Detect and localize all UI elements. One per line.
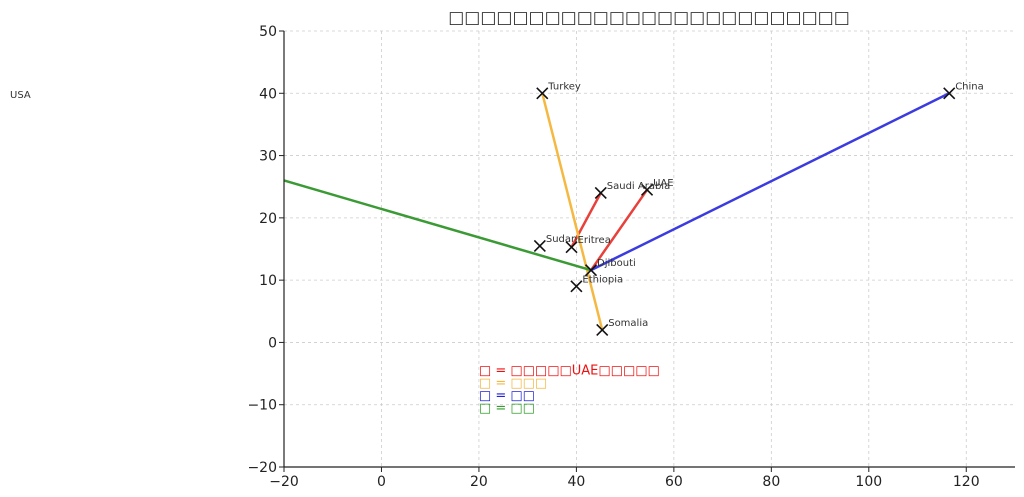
point-label: UAE (653, 178, 673, 189)
marker-stroke (536, 87, 549, 100)
y-tick-label: 10 (259, 273, 277, 289)
connection-line (570, 192, 602, 248)
x-tick-label: 40 (567, 474, 585, 490)
y-tick-label: 50 (259, 24, 277, 40)
x-tick-label: 60 (665, 474, 683, 490)
tick-labels: −20 0 20 40 60 80 100 120 −20 −10 0 10 20 30 40 50 (247, 24, 979, 490)
annotation-legend: □ = □□□□□UAE□□□□□□ = □□□□ = □□□ = □□ (479, 363, 660, 415)
x-tick-label: −20 (269, 474, 299, 490)
chart-title: □□□□□□□□□□□□□□□□□□□□□□□□□ (448, 8, 850, 28)
point-label: Ethiopia (582, 274, 623, 285)
point-marker (536, 87, 549, 100)
connection-line (283, 179, 592, 272)
point-marker (943, 87, 956, 100)
point-label: Sudan (546, 234, 578, 245)
marker-stroke (570, 280, 583, 293)
point-label: Turkey (547, 81, 581, 92)
marker-stroke (596, 323, 609, 337)
y-tick-label: −20 (247, 460, 277, 476)
point-marker (533, 239, 546, 252)
marker-stroke (584, 264, 598, 277)
annotation-text: □ = □□□ (479, 376, 547, 391)
point-marker (570, 280, 583, 293)
axes (279, 30, 1015, 472)
point-marker (594, 186, 607, 200)
connection-line (589, 189, 649, 271)
connection-line (590, 92, 950, 272)
point-label: Djibouti (597, 258, 636, 269)
marker-stroke (533, 239, 546, 252)
point-marker (584, 264, 598, 277)
annotation-text: □ = □□ (479, 388, 535, 403)
marker-stroke (594, 186, 607, 200)
annotation-text: □ = □□□□□UAE□□□□□ (479, 363, 660, 378)
connection-line (541, 92, 604, 331)
grid (284, 30, 1015, 467)
point-marker (640, 183, 654, 196)
point-label: Saudi Arabia (607, 181, 670, 192)
x-tick-label: 0 (377, 474, 386, 490)
x-tick-label: 20 (470, 474, 488, 490)
point-label: China (955, 81, 984, 92)
y-tick-label: 30 (259, 149, 277, 165)
x-tick-label: 100 (855, 474, 882, 490)
markers (533, 87, 956, 337)
x-tick-label: 80 (762, 474, 780, 490)
point-label: Eritrea (578, 235, 611, 246)
marker-stroke (565, 241, 578, 254)
marker-stroke (943, 87, 956, 100)
point-label: Somalia (608, 318, 648, 329)
point-marker (596, 323, 609, 337)
x-tick-label: 120 (953, 474, 980, 490)
outside-label-usa: USA (10, 90, 31, 101)
y-tick-label: 40 (259, 86, 277, 102)
marker-stroke (640, 183, 654, 196)
y-tick-label: −10 (247, 398, 277, 414)
y-tick-label: 0 (268, 335, 277, 351)
point-marker (565, 241, 578, 254)
y-tick-label: 20 (259, 211, 277, 227)
annotation-text: □ = □□ (479, 401, 535, 416)
lines (283, 92, 950, 331)
